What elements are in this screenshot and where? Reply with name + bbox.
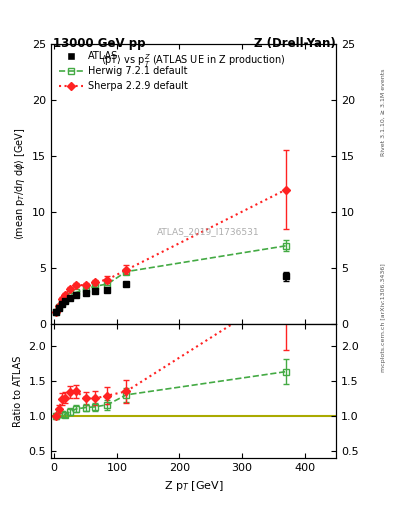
Text: mcplots.cern.ch [arXiv:1306.3436]: mcplots.cern.ch [arXiv:1306.3436]: [381, 263, 386, 372]
X-axis label: Z p$_T$ [GeV]: Z p$_T$ [GeV]: [163, 479, 224, 493]
Text: $\langle$pT$\rangle$ vs p$_T^Z$ (ATLAS UE in Z production): $\langle$pT$\rangle$ vs p$_T^Z$ (ATLAS U…: [101, 52, 286, 69]
Text: ATLAS_2019_I1736531: ATLAS_2019_I1736531: [156, 227, 259, 236]
Text: Z (Drell-Yan): Z (Drell-Yan): [254, 37, 336, 50]
Text: Rivet 3.1.10, ≥ 3.1M events: Rivet 3.1.10, ≥ 3.1M events: [381, 69, 386, 156]
Y-axis label: Ratio to ATLAS: Ratio to ATLAS: [13, 356, 23, 427]
Text: 13000 GeV pp: 13000 GeV pp: [53, 37, 145, 50]
Y-axis label: $\langle$mean p$_T$/d$\eta$ d$\phi\rangle$ [GeV]: $\langle$mean p$_T$/d$\eta$ d$\phi\rangl…: [13, 127, 27, 240]
Legend: ATLAS, Herwig 7.2.1 default, Sherpa 2.2.9 default: ATLAS, Herwig 7.2.1 default, Sherpa 2.2.…: [56, 48, 191, 94]
